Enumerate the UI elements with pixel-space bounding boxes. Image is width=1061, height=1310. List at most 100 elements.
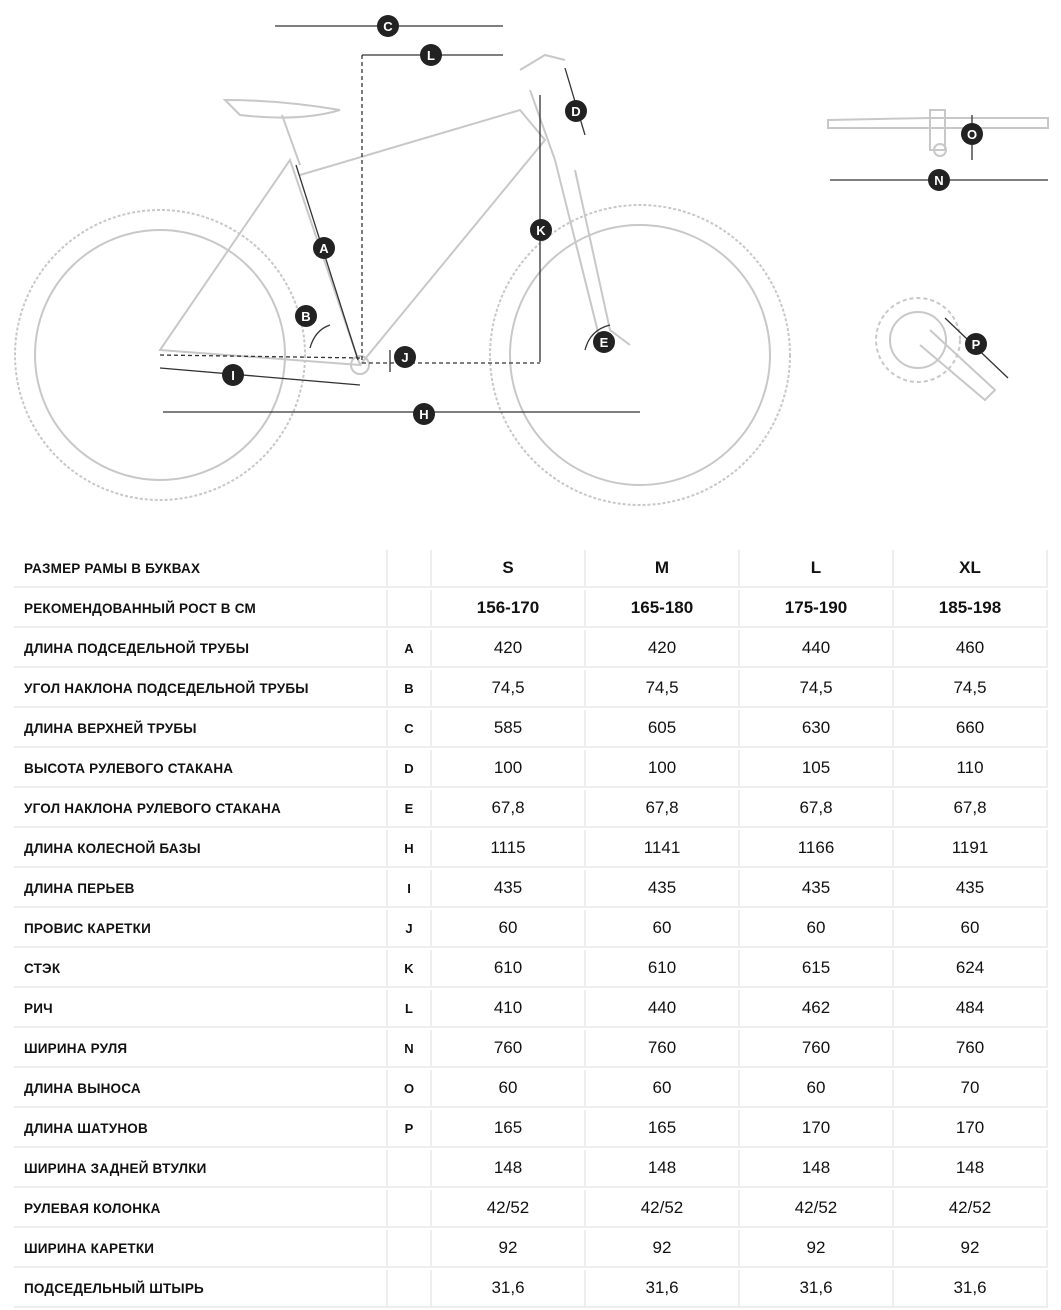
row-code: A [388, 630, 432, 668]
marker-h: H [413, 403, 435, 425]
table-row: УГОЛ НАКЛОНА ПОДСЕДЕЛЬНОЙ ТРУБЫ B 74,5 74,… [14, 670, 1048, 708]
size-m: M [586, 550, 740, 588]
dimension-lines [159, 25, 1048, 413]
cell-value: 110 [894, 750, 1048, 788]
cell-value: 60 [740, 1070, 894, 1108]
row-label: ДЛИНА ПОДСЕДЕЛЬНОЙ ТРУБЫ [14, 630, 388, 668]
cell-value: 610 [432, 950, 586, 988]
cell-value: 1141 [586, 830, 740, 868]
cell-value: 435 [432, 870, 586, 908]
svg-text:A: A [319, 241, 329, 256]
row-code: J [388, 910, 432, 948]
row-label: ПОДСЕДЕЛЬНЫЙ ШТЫРЬ [14, 1270, 388, 1308]
row-code [388, 1230, 432, 1268]
marker-p: P [965, 333, 987, 355]
rear-wheel [14, 209, 306, 501]
cell-value: 67,8 [586, 790, 740, 828]
row-label: ДЛИНА ВЕРХНЕЙ ТРУБЫ [14, 710, 388, 748]
row-code: L [388, 990, 432, 1028]
table-row: РИЧ L 410 440 462 484 [14, 990, 1048, 1028]
cell-value: 60 [586, 1070, 740, 1108]
cell-value: 1191 [894, 830, 1048, 868]
cell-value: 60 [894, 910, 1048, 948]
row-label: ШИРИНА ЗАДНЕЙ ВТУЛКИ [14, 1150, 388, 1188]
cell-value: 410 [432, 990, 586, 1028]
cell-value: 615 [740, 950, 894, 988]
cell-value: 148 [894, 1150, 1048, 1188]
cell-value: 630 [740, 710, 894, 748]
table-row: ДЛИНА ВЕРХНЕЙ ТРУБЫ C 585 605 630 660 [14, 710, 1048, 748]
marker-d: D [565, 100, 587, 122]
svg-text:E: E [600, 335, 609, 350]
row-label: РИЧ [14, 990, 388, 1028]
geometry-table: РАЗМЕР РАМЫ В БУКВАХ S M L XL РЕКОМЕНДОВ… [14, 548, 1048, 1310]
table-row: ДЛИНА ПЕРЬЕВ I 435 435 435 435 [14, 870, 1048, 908]
cell-value: 148 [432, 1150, 586, 1188]
marker-e: E [593, 331, 615, 353]
cell-value: 42/52 [432, 1190, 586, 1228]
bike-geometry-diagram: C L D A K B E J I H O N P [14, 15, 1049, 506]
cell-value: 175-190 [740, 590, 894, 628]
svg-text:I: I [231, 368, 235, 383]
svg-text:C: C [383, 19, 393, 34]
table-row: ДЛИНА ВЫНОСА O 60 60 60 70 [14, 1070, 1048, 1108]
cell-value: 31,6 [740, 1270, 894, 1308]
row-label: ДЛИНА КОЛЕСНОЙ БАЗЫ [14, 830, 388, 868]
marker-c: C [377, 15, 399, 37]
svg-text:K: K [536, 223, 546, 238]
cell-value: 31,6 [432, 1270, 586, 1308]
cell-value: 67,8 [894, 790, 1048, 828]
cell-value: 1166 [740, 830, 894, 868]
row-label: ПРОВИС КАРЕТКИ [14, 910, 388, 948]
row-code: O [388, 1070, 432, 1108]
cell-value: 660 [894, 710, 1048, 748]
row-code: N [388, 1030, 432, 1068]
cell-value: 420 [586, 630, 740, 668]
cell-value: 624 [894, 950, 1048, 988]
cell-value: 165-180 [586, 590, 740, 628]
cell-value: 60 [586, 910, 740, 948]
cell-value: 60 [432, 910, 586, 948]
cell-value: 67,8 [432, 790, 586, 828]
cell-value: 60 [432, 1070, 586, 1108]
table-row: УГОЛ НАКЛОНА РУЛЕВОГО СТАКАНА E 67,8 67,8 6… [14, 790, 1048, 828]
cell-value: 92 [740, 1230, 894, 1268]
front-wheel [489, 204, 791, 506]
cell-value: 105 [740, 750, 894, 788]
row-code [388, 1270, 432, 1308]
row-label: ШИРИНА КАРЕТКИ [14, 1230, 388, 1268]
cell-value: 148 [586, 1150, 740, 1188]
row-label: РАЗМЕР РАМЫ В БУКВАХ [14, 550, 388, 588]
cell-value: 170 [894, 1110, 1048, 1148]
cell-value: 460 [894, 630, 1048, 668]
row-label: ДЛИНА ШАТУНОВ [14, 1110, 388, 1148]
row-label: РУЛЕВАЯ КОЛОНКА [14, 1190, 388, 1228]
cell-value: 435 [740, 870, 894, 908]
cell-value: 484 [894, 990, 1048, 1028]
row-code: C [388, 710, 432, 748]
svg-text:H: H [419, 407, 428, 422]
size-xl: XL [894, 550, 1048, 588]
table-row: ДЛИНА КОЛЕСНОЙ БАЗЫ H 1115 1141 1166 1191 [14, 830, 1048, 868]
cell-value: 462 [740, 990, 894, 1028]
marker-i: I [222, 364, 244, 386]
svg-text:D: D [571, 104, 580, 119]
table-row: ПОДСЕДЕЛЬНЫЙ ШТЫРЬ 31,6 31,6 31,6 31,6 [14, 1270, 1048, 1308]
cell-value: 42/52 [586, 1190, 740, 1228]
cell-value: 74,5 [894, 670, 1048, 708]
marker-k: K [530, 219, 552, 241]
cell-value: 92 [894, 1230, 1048, 1268]
cell-value: 31,6 [894, 1270, 1048, 1308]
cell-value: 74,5 [740, 670, 894, 708]
size-s: S [432, 550, 586, 588]
svg-text:B: B [301, 309, 310, 324]
svg-text:O: O [967, 127, 977, 142]
marker-l: L [420, 44, 442, 66]
cell-value: 1115 [432, 830, 586, 868]
bike-frame-drawing [14, 53, 1049, 506]
cell-value: 760 [894, 1030, 1048, 1068]
cell-value: 156-170 [432, 590, 586, 628]
cell-value: 760 [432, 1030, 586, 1068]
cell-value: 74,5 [586, 670, 740, 708]
row-code: P [388, 1110, 432, 1148]
